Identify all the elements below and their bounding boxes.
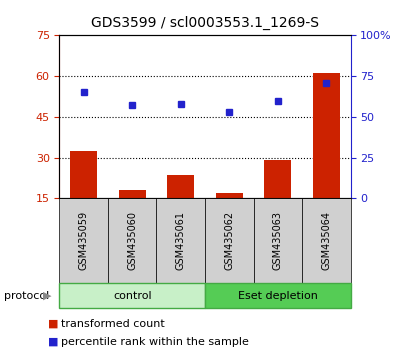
Bar bbox=[204, 198, 253, 283]
Bar bbox=[119, 190, 145, 198]
Text: GSM435061: GSM435061 bbox=[175, 211, 185, 270]
Bar bbox=[59, 283, 204, 308]
Text: percentile rank within the sample: percentile rank within the sample bbox=[61, 337, 249, 347]
Bar bbox=[156, 198, 204, 283]
Text: protocol: protocol bbox=[4, 291, 49, 301]
Text: GSM435059: GSM435059 bbox=[79, 211, 88, 270]
Bar bbox=[253, 198, 301, 283]
Bar bbox=[59, 198, 108, 283]
Bar bbox=[264, 160, 290, 198]
Text: ■: ■ bbox=[48, 337, 58, 347]
Text: GSM435060: GSM435060 bbox=[127, 211, 137, 270]
Text: ■: ■ bbox=[48, 319, 58, 329]
Text: GSM435062: GSM435062 bbox=[224, 211, 234, 270]
Bar bbox=[216, 193, 242, 198]
Bar bbox=[70, 151, 97, 198]
Bar bbox=[108, 198, 156, 283]
Text: control: control bbox=[112, 291, 151, 301]
Text: GSM435064: GSM435064 bbox=[321, 211, 330, 270]
Text: ▶: ▶ bbox=[43, 291, 51, 301]
Text: GSM435063: GSM435063 bbox=[272, 211, 282, 270]
Bar bbox=[204, 283, 350, 308]
Bar bbox=[301, 198, 350, 283]
Text: GDS3599 / scl0003553.1_1269-S: GDS3599 / scl0003553.1_1269-S bbox=[91, 16, 318, 30]
Bar bbox=[312, 73, 339, 198]
Text: transformed count: transformed count bbox=[61, 319, 165, 329]
Text: Eset depletion: Eset depletion bbox=[237, 291, 317, 301]
Bar bbox=[167, 175, 193, 198]
